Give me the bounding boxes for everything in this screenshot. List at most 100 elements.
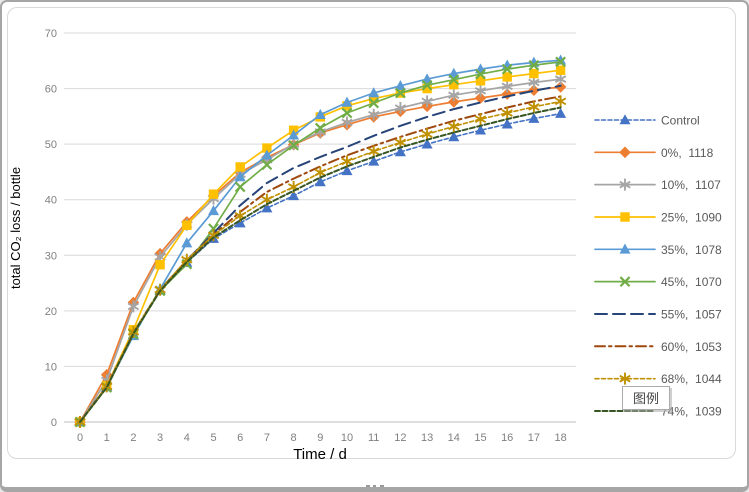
marker-triangle: [368, 87, 380, 98]
resize-handle[interactable]: [366, 485, 384, 487]
marker-asterisk: [127, 300, 140, 313]
marker-asterisk: [474, 113, 487, 126]
marker-triangle: [234, 171, 246, 182]
y-tick-label: 0: [51, 417, 57, 429]
marker-square: [475, 76, 486, 86]
marker-diamond: [501, 88, 513, 100]
marker-triangle: [368, 155, 380, 166]
marker-triangle: [394, 80, 406, 91]
legend-label: 68%, 1044: [661, 372, 722, 386]
chart-canvas[interactable]: [7, 7, 736, 459]
marker-triangle: [421, 73, 433, 84]
legend-item-2[interactable]: 10%, 1107: [594, 178, 721, 192]
legend-item-9[interactable]: 74%, 1039: [594, 404, 722, 418]
x-tick-label: 9: [317, 432, 323, 444]
marker-diamond: [448, 96, 460, 108]
legend-item-0[interactable]: Control: [594, 114, 700, 128]
marker-triangle: [528, 112, 540, 123]
series-markers-2: [74, 73, 567, 428]
legend-item-7[interactable]: 60%, 1053: [594, 340, 722, 354]
legend-item-6[interactable]: 55%, 1057: [594, 307, 722, 321]
marker-triangle: [341, 96, 353, 107]
series-markers-8: [74, 95, 567, 428]
marker-square: [529, 68, 539, 79]
marker-diamond: [619, 146, 631, 159]
x-tick-label: 1: [104, 432, 110, 444]
x-tick-label: 7: [264, 432, 270, 444]
marker-asterisk: [421, 95, 433, 108]
x-tick-label: 0: [77, 432, 83, 444]
legend-label: 35%, 1078: [661, 243, 722, 257]
legend[interactable]: Control 0%, 1118 10%, 1107 25%, 1090 35%, 10…: [594, 114, 722, 419]
marker-asterisk: [448, 120, 460, 133]
y-tick-label: 20: [45, 306, 57, 318]
marker-x: [619, 276, 631, 288]
x-tick-label: 15: [474, 432, 486, 444]
marker-asterisk: [474, 84, 487, 97]
marker-triangle: [448, 131, 460, 142]
marker-square: [208, 189, 219, 199]
marker-square: [369, 93, 379, 104]
legend-item-3[interactable]: 25%, 1090: [594, 210, 722, 224]
x-tick-label: 4: [184, 432, 190, 444]
marker-triangle: [288, 190, 300, 201]
marker-asterisk: [528, 100, 540, 113]
legend-label: 45%, 1070: [661, 275, 722, 289]
marker-diamond: [528, 84, 540, 97]
legend-label: 25%, 1090: [661, 210, 722, 224]
legend-label: 60%, 1053: [661, 340, 722, 354]
marker-triangle: [288, 129, 300, 140]
x-tick-label: 17: [528, 432, 540, 444]
legend-label: Control: [661, 114, 700, 128]
series-3[interactable]: [75, 65, 566, 427]
series-8[interactable]: [74, 95, 567, 428]
legend-item-8[interactable]: 68%, 1044: [594, 372, 722, 386]
marker-square: [262, 143, 272, 153]
x-axis-tick-labels: 0 1 2 3 4 5 6 7 8 9 10 11 12 13 14 15 16 17 18: [77, 432, 567, 444]
series-line-9: [79, 106, 562, 423]
series-line-7: [79, 95, 562, 423]
series-9[interactable]: [79, 106, 562, 423]
y-tick-label: 40: [45, 195, 57, 207]
marker-asterisk: [421, 128, 433, 141]
marker-triangle: [234, 217, 246, 228]
marker-asterisk: [528, 76, 540, 89]
x-tick-label: 10: [341, 432, 353, 444]
marker-x: [501, 63, 513, 75]
x-axis-title: Time / d: [293, 446, 347, 463]
marker-x: [341, 107, 353, 119]
legend-item-4[interactable]: 35%, 1078: [594, 243, 722, 257]
marker-square: [449, 79, 459, 90]
series-0[interactable]: [74, 107, 567, 427]
x-tick-label: 18: [554, 432, 566, 444]
series-7[interactable]: [79, 95, 562, 423]
marker-triangle: [181, 237, 193, 248]
marker-x: [288, 139, 299, 151]
marker-asterisk: [554, 73, 567, 86]
y-axis-tick-labels: 0 10 20 30 40 50 60 70: [45, 28, 57, 429]
marker-asterisk: [368, 145, 380, 158]
series-2[interactable]: [74, 73, 567, 428]
y-tick-label: 10: [45, 361, 57, 373]
marker-x: [448, 74, 460, 86]
marker-triangle: [314, 176, 326, 187]
marker-asterisk: [619, 178, 631, 191]
marker-triangle: [619, 243, 631, 254]
series-markers-0: [74, 107, 567, 427]
legend-tooltip-text: 图例: [632, 391, 659, 406]
marker-asterisk: [554, 95, 567, 108]
legend-item-1[interactable]: 0%, 1118: [594, 146, 714, 160]
series-markers-3: [75, 65, 566, 427]
marker-square: [555, 65, 566, 75]
gridlines: [64, 32, 576, 423]
plot-series: [74, 54, 567, 428]
legend-label: 55%, 1057: [661, 307, 722, 321]
marker-triangle: [261, 202, 273, 213]
marker-triangle: [341, 165, 353, 176]
legend-item-5[interactable]: 45%, 1070: [594, 275, 722, 289]
x-tick-label: 6: [237, 432, 243, 444]
legend-label: 74%, 1039: [661, 404, 722, 418]
marker-triangle: [448, 67, 460, 78]
legend-tooltip: 图例: [622, 386, 670, 410]
marker-x: [234, 181, 246, 193]
